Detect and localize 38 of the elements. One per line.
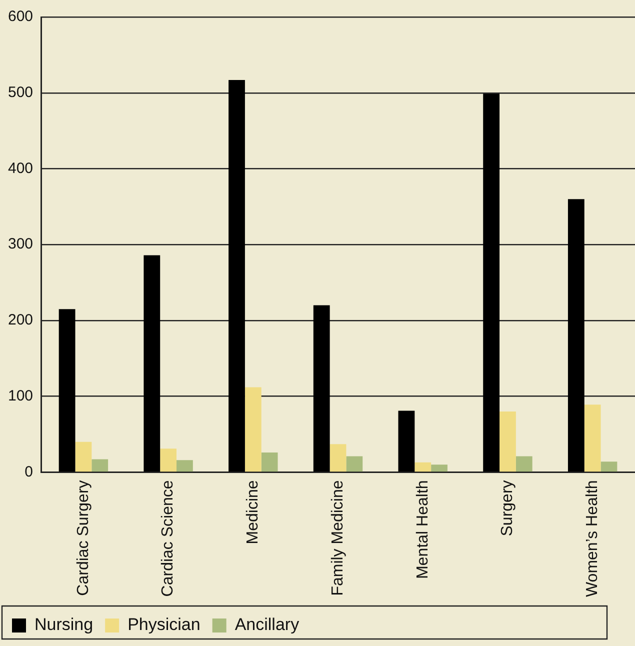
bar	[483, 94, 500, 472]
bar	[92, 459, 108, 472]
bar	[75, 442, 92, 472]
x-tick-label: Medicine	[244, 480, 262, 544]
bar	[431, 464, 448, 472]
legend-label: Nursing	[34, 615, 94, 634]
bar	[600, 462, 618, 472]
y-tick-label: 400	[8, 160, 34, 177]
bar	[516, 456, 532, 472]
bar	[244, 387, 262, 472]
x-tick-label: Mental Health	[414, 480, 432, 579]
y-tick-label: 100	[8, 387, 34, 404]
bar	[58, 309, 76, 472]
legend-label: Physician	[128, 615, 200, 634]
bar	[500, 412, 516, 472]
y-tick-label: 0	[24, 463, 34, 480]
x-tick-label: Women’s Health	[584, 480, 601, 597]
bar	[176, 460, 193, 472]
y-tick-label: 500	[8, 84, 34, 102]
bar	[346, 456, 363, 472]
y-tick-label: 600	[8, 8, 34, 26]
y-tick-label: 200	[8, 312, 34, 329]
legend-label: Ancillary	[234, 615, 300, 634]
bar	[568, 199, 584, 472]
bar	[584, 404, 601, 472]
bar	[160, 448, 177, 472]
bar	[144, 255, 160, 472]
bar	[228, 80, 245, 472]
x-tick-label: Cardiac Science	[160, 480, 177, 597]
bar	[398, 410, 415, 472]
bar	[330, 444, 346, 472]
bar	[313, 305, 330, 472]
x-tick-label: Cardiac Surgery	[74, 480, 92, 596]
bar	[414, 462, 432, 472]
bar	[261, 452, 278, 472]
x-tick-label: Family Medicine	[329, 480, 346, 596]
x-tick-label: Surgery	[499, 480, 516, 536]
y-tick-label: 300	[8, 236, 34, 253]
